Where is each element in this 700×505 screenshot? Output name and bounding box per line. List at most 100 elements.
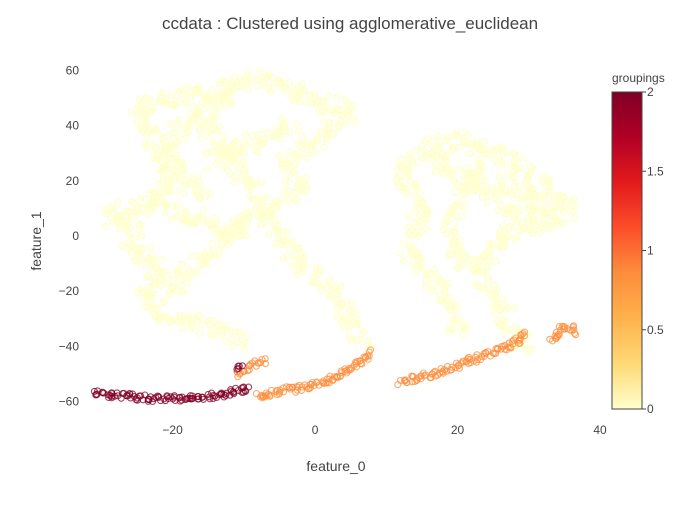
- data-point: [395, 182, 403, 191]
- data-point: [320, 117, 328, 126]
- data-point: [311, 271, 319, 280]
- data-point: [232, 233, 241, 241]
- x-tick-label: 40: [593, 423, 607, 437]
- data-point: [141, 105, 150, 113]
- data-point: [447, 147, 456, 155]
- data-point: [256, 67, 264, 75]
- data-point: [278, 154, 287, 163]
- data-point: [247, 183, 255, 192]
- data-point: [204, 318, 212, 326]
- data-point: [187, 121, 195, 129]
- plot-area[interactable]: [90, 67, 580, 406]
- data-point: [431, 367, 439, 375]
- data-point: [167, 393, 175, 401]
- data-point: [200, 206, 208, 215]
- data-point: [270, 201, 278, 209]
- data-point: [195, 110, 203, 118]
- data-point: [285, 245, 294, 253]
- data-point: [296, 141, 305, 149]
- data-point: [146, 243, 155, 252]
- data-point: [236, 331, 245, 339]
- data-point: [430, 265, 439, 274]
- data-point: [208, 86, 216, 95]
- data-point: [530, 216, 538, 225]
- data-point: [180, 170, 189, 178]
- data-point: [336, 121, 345, 129]
- data-point: [172, 139, 181, 147]
- data-point: [106, 202, 114, 210]
- data-point: [124, 207, 133, 216]
- data-point: [468, 140, 477, 148]
- data-point: [345, 323, 354, 331]
- data-point: [199, 260, 207, 269]
- data-point: [480, 350, 488, 358]
- y-axis-label: feature_1: [28, 211, 44, 270]
- y-tick-label: 40: [66, 119, 80, 133]
- data-point: [330, 109, 338, 117]
- data-point: [558, 199, 566, 207]
- data-point: [452, 302, 461, 310]
- data-point: [161, 209, 169, 217]
- data-point: [504, 232, 513, 241]
- data-point: [526, 226, 534, 235]
- data-point: [540, 172, 548, 180]
- data-point: [284, 147, 293, 156]
- data-point: [348, 300, 356, 309]
- data-point: [405, 242, 414, 251]
- data-point: [209, 139, 218, 147]
- data-point: [443, 164, 452, 173]
- data-point: [412, 267, 420, 275]
- data-point: [172, 155, 180, 163]
- data-point: [156, 93, 165, 102]
- data-point: [510, 163, 518, 171]
- data-point: [325, 123, 333, 131]
- data-point: [442, 136, 451, 145]
- data-point: [173, 92, 181, 100]
- data-point: [255, 130, 263, 139]
- data-point: [254, 359, 262, 367]
- data-point: [264, 84, 273, 92]
- data-point: [162, 145, 170, 154]
- data-point: [152, 127, 161, 135]
- data-point: [182, 263, 191, 272]
- data-point: [198, 98, 207, 107]
- data-point: [204, 390, 212, 398]
- data-point: [356, 357, 364, 365]
- data-point: [268, 133, 277, 141]
- data-point: [572, 331, 580, 339]
- data-point: [202, 149, 210, 158]
- data-point: [140, 289, 148, 298]
- data-point: [221, 87, 229, 96]
- data-point: [174, 269, 182, 278]
- data-point: [554, 333, 562, 341]
- data-point: [291, 252, 299, 260]
- data-point: [200, 105, 208, 113]
- data-point: [319, 379, 327, 387]
- data-point: [535, 215, 543, 224]
- data-point: [156, 281, 165, 290]
- data-point: [282, 164, 290, 173]
- data-point: [241, 131, 250, 140]
- data-point: [281, 121, 290, 130]
- data-point: [217, 78, 225, 87]
- data-point: [245, 383, 253, 391]
- data-point: [308, 141, 317, 149]
- data-point: [291, 171, 299, 179]
- data-point: [208, 239, 217, 247]
- data-point: [172, 100, 181, 108]
- colorbar-tick-label: 0.5: [647, 323, 664, 337]
- data-point: [500, 186, 509, 195]
- data-point: [202, 192, 211, 201]
- data-point: [435, 143, 443, 151]
- data-point: [151, 145, 159, 153]
- data-point: [211, 95, 219, 103]
- data-point: [166, 291, 175, 299]
- data-point: [228, 82, 236, 90]
- data-point: [409, 260, 417, 269]
- data-point: [150, 289, 158, 298]
- data-point: [464, 130, 473, 139]
- data-point: [510, 182, 519, 191]
- data-point: [558, 218, 566, 227]
- data-point: [470, 357, 478, 365]
